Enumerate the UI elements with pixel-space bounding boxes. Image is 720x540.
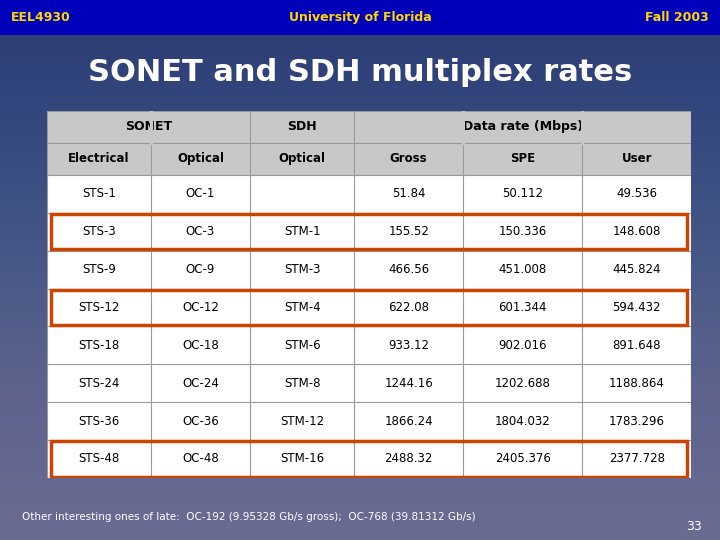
Text: OC-48: OC-48 [182,453,219,465]
Text: 155.52: 155.52 [388,225,429,238]
Text: Optical: Optical [177,152,224,165]
Text: STS-48: STS-48 [78,453,120,465]
Text: OC-3: OC-3 [186,225,215,238]
Text: 2377.728: 2377.728 [608,453,665,465]
Text: University of Florida: University of Florida [289,11,431,24]
Text: 50.112: 50.112 [502,187,543,200]
Text: 933.12: 933.12 [388,339,429,352]
Text: 2488.32: 2488.32 [384,453,433,465]
Text: SONET: SONET [125,120,172,133]
Text: 1202.688: 1202.688 [495,377,551,390]
Text: STS-24: STS-24 [78,377,120,390]
Text: 148.608: 148.608 [613,225,661,238]
Text: 2405.376: 2405.376 [495,453,551,465]
Text: Fall 2003: Fall 2003 [645,11,709,24]
Text: STS-12: STS-12 [78,301,120,314]
Text: 601.344: 601.344 [498,301,547,314]
Text: 1866.24: 1866.24 [384,415,433,428]
Text: User: User [621,152,652,165]
Bar [47,111,691,143]
Text: OC-1: OC-1 [186,187,215,200]
Text: 594.432: 594.432 [613,301,661,314]
Text: 445.824: 445.824 [613,263,661,276]
Text: 622.08: 622.08 [388,301,429,314]
Text: Data rate (Mbps): Data rate (Mbps) [463,120,582,133]
Text: 1244.16: 1244.16 [384,377,433,390]
Text: Other interesting ones of late:  OC-192 (9.95328 Gb/s gross);  OC-768 (39.81312 : Other interesting ones of late: OC-192 (… [22,512,475,522]
Text: STM-4: STM-4 [284,301,320,314]
Text: 1804.032: 1804.032 [495,415,551,428]
Text: 150.336: 150.336 [498,225,546,238]
Text: STS-9: STS-9 [82,263,116,276]
Text: OC-12: OC-12 [182,301,219,314]
Text: OC-18: OC-18 [182,339,219,352]
Text: 466.56: 466.56 [388,263,429,276]
Text: EEL4930: EEL4930 [11,11,71,24]
Text: STS-1: STS-1 [82,187,116,200]
Text: STM-6: STM-6 [284,339,320,352]
Text: Optical: Optical [279,152,325,165]
Text: 891.648: 891.648 [613,339,661,352]
Text: 33: 33 [686,520,702,533]
Text: SDH: SDH [287,120,317,133]
Text: SONET and SDH multiplex rates: SONET and SDH multiplex rates [88,58,632,87]
Text: 51.84: 51.84 [392,187,426,200]
Text: 451.008: 451.008 [498,263,546,276]
Text: 1188.864: 1188.864 [608,377,665,390]
Text: SPE: SPE [510,152,535,165]
Text: Electrical: Electrical [68,152,130,165]
Text: OC-36: OC-36 [182,415,219,428]
Text: STS-18: STS-18 [78,339,120,352]
Text: 1783.296: 1783.296 [608,415,665,428]
Text: STS-3: STS-3 [82,225,116,238]
Text: STM-1: STM-1 [284,225,320,238]
Text: Gross: Gross [390,152,428,165]
Text: STS-36: STS-36 [78,415,120,428]
Text: OC-9: OC-9 [186,263,215,276]
Text: OC-24: OC-24 [182,377,219,390]
Text: STM-3: STM-3 [284,263,320,276]
Text: STM-8: STM-8 [284,377,320,390]
Text: 49.536: 49.536 [616,187,657,200]
Text: 902.016: 902.016 [498,339,547,352]
Text: STM-16: STM-16 [280,453,324,465]
Text: STM-12: STM-12 [280,415,324,428]
Bar [47,143,691,175]
